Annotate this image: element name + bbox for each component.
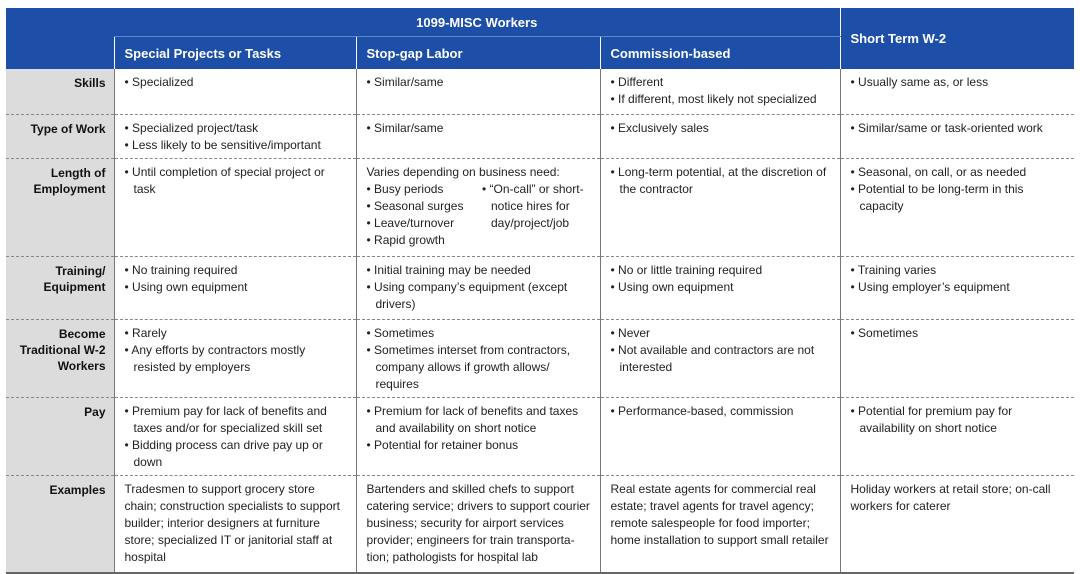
list-item: Potential for premium pay for availabili…: [851, 403, 1067, 437]
row-label-pay: Pay: [6, 397, 114, 476]
corner-cell: [6, 8, 114, 69]
row-label-length-of-employment: Length of Employment: [6, 158, 114, 257]
list-item: Specialized project/task: [125, 120, 348, 137]
row-length-of-employment: Length of Employment Until completion of…: [6, 158, 1074, 257]
list-item: Seasonal, on call, or as needed: [851, 164, 1067, 181]
list-item: Busy periods: [367, 181, 477, 198]
list-item: Leave/turnover: [367, 215, 477, 232]
list-item: Potential to be long-term in this capaci…: [851, 181, 1067, 215]
list-item: Sometimes: [367, 325, 592, 342]
row-examples: Examples Tradesmen to support grocery st…: [6, 475, 1074, 574]
list-item: Until completion of special project or t…: [125, 164, 348, 198]
list-item: Similar/same: [367, 120, 592, 137]
list-item: “On-call” or short-notice hires for day/…: [482, 181, 592, 232]
list-item: Seasonal surges: [367, 198, 477, 215]
list-item: Potential for retainer bonus: [367, 437, 592, 454]
row-label-become-w2: Become Traditional W-2 Workers: [6, 319, 114, 398]
comparison-table: 1099-MISC Workers Short Term W-2 Special…: [6, 8, 1074, 574]
list-item: Similar/same: [367, 74, 592, 91]
group-header-1099: 1099-MISC Workers: [114, 8, 840, 37]
list-item: No or little training required: [611, 262, 832, 279]
col-header-stop-gap: Stop-gap Labor: [355, 36, 600, 69]
length-intro: Varies depending on business need:: [366, 164, 560, 179]
list-item: Exclusively sales: [611, 120, 832, 137]
list-item: Rarely: [125, 325, 348, 342]
row-label-examples: Examples: [6, 475, 114, 574]
examples-text: Holiday workers at retail store; on-call…: [839, 475, 1074, 574]
row-label-skills: Skills: [6, 69, 114, 115]
row-become-w2: Become Traditional W-2 Workers RarelyAny…: [6, 319, 1074, 398]
row-label-training-equipment: Training/ Equipment: [6, 256, 114, 320]
list-item: Using own equipment: [125, 279, 348, 296]
list-item: Any efforts by contractors mostly resist…: [125, 342, 348, 376]
list-item: Using company’s equipment (except driver…: [367, 279, 592, 313]
row-pay: Pay Premium pay for lack of benefits and…: [6, 397, 1074, 476]
list-item: Sometimes: [851, 325, 1067, 342]
list-item: Initial training may be needed: [367, 262, 592, 279]
row-training-equipment: Training/ Equipment No training required…: [6, 256, 1074, 320]
list-item: Premium for lack of benefits and taxes a…: [367, 403, 592, 437]
list-item: Bidding process can drive pay up or down: [125, 437, 348, 471]
list-item: Training varies: [851, 262, 1067, 279]
col-header-short-term-w2: Short Term W-2: [839, 8, 1074, 69]
list-item: Using own equipment: [611, 279, 832, 296]
row-skills: Skills Specialized Similar/same Differen…: [6, 69, 1074, 115]
list-item: No training required: [125, 262, 348, 279]
list-item: Performance-based, commission: [611, 403, 832, 420]
list-item: Premium pay for lack of benefits and tax…: [125, 403, 348, 437]
examples-text: Real estate agents for commercial real e…: [599, 475, 840, 574]
list-item: Long-term potential, at the discretion o…: [611, 164, 832, 198]
list-item: Similar/same or task-oriented work: [851, 120, 1067, 137]
list-item: Usually same as, or less: [851, 74, 1067, 91]
col-header-special-projects: Special Projects or Tasks: [113, 36, 356, 69]
list-item: Rapid growth: [367, 232, 477, 249]
list-item: Sometimes interset from contractors, com…: [367, 342, 592, 393]
examples-text: Bartenders and skilled chefs to support …: [355, 475, 600, 574]
row-label-type-of-work: Type of Work: [6, 114, 114, 159]
list-item: Specialized: [125, 74, 348, 91]
list-item: Never: [611, 325, 832, 342]
list-item: Different: [611, 74, 832, 91]
col-header-commission: Commission-based: [599, 36, 840, 69]
list-item: Less likely to be sensitive/important: [125, 137, 348, 154]
examples-text: Tradesmen to support grocery store chain…: [113, 475, 356, 574]
list-item: Using employer’s equipment: [851, 279, 1067, 296]
list-item: If different, most likely not specialize…: [611, 91, 832, 108]
row-type-of-work: Type of Work Specialized project/taskLes…: [6, 114, 1074, 159]
list-item: Not available and contractors are not in…: [611, 342, 832, 376]
